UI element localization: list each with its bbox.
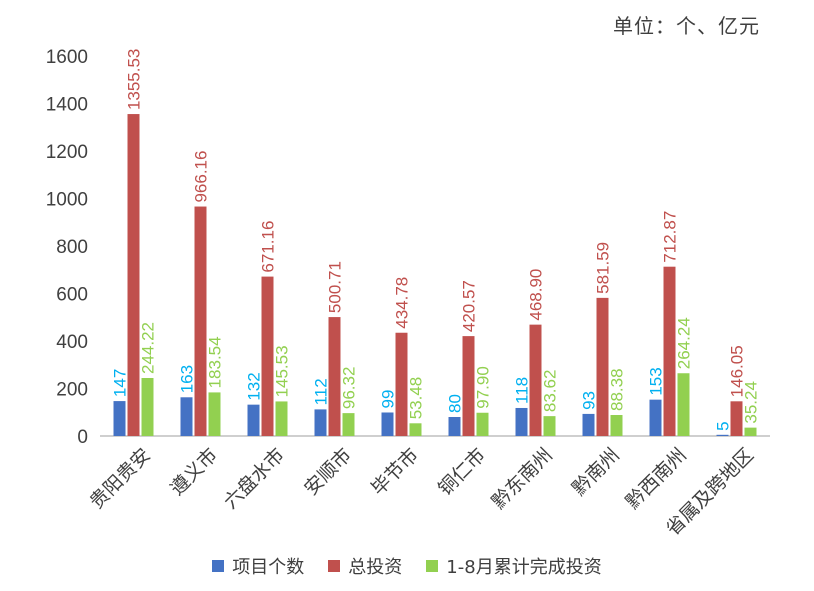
bar-total xyxy=(462,336,475,436)
bar-completed xyxy=(208,392,221,436)
y-tick-label: 1400 xyxy=(46,95,88,116)
legend: 项目个数 总投资 1-8月累计完成投资 xyxy=(0,553,814,579)
x-tick-label: 铜仁市 xyxy=(434,444,490,500)
bar-total xyxy=(596,297,609,436)
data-label-projects: 99 xyxy=(379,390,398,409)
x-tick-label: 毕节市 xyxy=(367,444,423,500)
data-label-total: 434.78 xyxy=(393,277,412,329)
bar-completed xyxy=(744,427,757,436)
data-label-total: 146.05 xyxy=(728,345,747,397)
bar-projects xyxy=(247,404,260,436)
legend-item-total: 总投资 xyxy=(328,553,402,579)
bar-completed xyxy=(409,423,422,436)
bar-projects xyxy=(515,407,528,436)
x-tick-label: 黔东南州 xyxy=(488,444,557,513)
data-label-total: 671.16 xyxy=(259,221,278,273)
legend-label-total: 总投资 xyxy=(348,557,403,578)
bar-projects xyxy=(649,399,662,436)
x-tick-label: 黔南州 xyxy=(568,444,624,500)
data-label-completed: 183.54 xyxy=(206,336,225,388)
bar-completed xyxy=(342,413,355,436)
y-tick-label: 1000 xyxy=(46,190,88,211)
bar-completed xyxy=(543,416,556,436)
data-label-completed: 244.22 xyxy=(139,322,158,374)
legend-item-completed: 1-8月累计完成投资 xyxy=(426,553,602,579)
y-tick-label: 1200 xyxy=(46,142,88,163)
bar-total xyxy=(395,332,408,436)
data-label-completed: 264.24 xyxy=(675,317,694,369)
legend-swatch-total xyxy=(328,560,341,572)
data-label-completed: 83.62 xyxy=(541,370,560,413)
data-label-total: 712.87 xyxy=(661,211,680,263)
bar-projects xyxy=(113,401,126,436)
bar-completed xyxy=(476,412,489,436)
bar-projects xyxy=(381,412,394,436)
bar-completed xyxy=(677,373,690,436)
legend-item-projects: 项目个数 xyxy=(212,553,304,579)
bar-total xyxy=(328,317,341,436)
y-tick-label: 1600 xyxy=(46,47,88,68)
data-label-projects: 163 xyxy=(178,365,197,393)
legend-label-projects: 项目个数 xyxy=(232,557,305,578)
data-label-completed: 96.32 xyxy=(340,367,359,410)
data-label-total: 1355.53 xyxy=(125,49,144,110)
bar-total xyxy=(127,114,140,437)
y-tick-label: 0 xyxy=(77,427,88,448)
data-label-total: 500.71 xyxy=(326,261,345,313)
bar-projects xyxy=(716,434,729,436)
data-label-projects: 153 xyxy=(647,367,666,395)
data-label-projects: 147 xyxy=(111,369,130,397)
data-label-completed: 53.48 xyxy=(407,377,426,420)
data-label-projects: 80 xyxy=(446,394,465,413)
data-label-total: 581.59 xyxy=(594,242,613,294)
data-label-completed: 97.90 xyxy=(474,366,493,409)
bar-total xyxy=(663,266,676,436)
data-label-total: 468.90 xyxy=(527,269,546,321)
data-label-completed: 88.38 xyxy=(608,368,627,411)
legend-swatch-completed xyxy=(426,560,439,572)
y-tick-label: 400 xyxy=(56,332,88,353)
data-label-projects: 118 xyxy=(513,377,532,404)
bar-total xyxy=(261,276,274,436)
x-tick-label: 遵义市 xyxy=(166,444,222,500)
data-label-total: 420.57 xyxy=(460,280,479,332)
y-tick-label: 200 xyxy=(56,380,88,401)
data-label-total: 966.16 xyxy=(192,151,211,203)
data-label-completed: 145.53 xyxy=(273,345,292,397)
data-label-projects: 5 xyxy=(714,421,733,430)
data-label-projects: 112 xyxy=(312,378,331,405)
data-label-projects: 93 xyxy=(580,391,599,410)
bar-total xyxy=(730,401,743,436)
data-label-completed: 35.24 xyxy=(742,381,761,424)
bar-projects xyxy=(582,413,595,436)
x-tick-label: 黔西南州 xyxy=(622,444,691,513)
y-tick-label: 600 xyxy=(56,285,88,306)
bar-total xyxy=(529,324,542,436)
bar-completed xyxy=(275,401,288,436)
x-tick-label: 六盘水市 xyxy=(220,444,289,513)
y-tick-label: 800 xyxy=(56,237,88,258)
bar-projects xyxy=(448,417,461,436)
bar-completed xyxy=(141,377,154,436)
bar-total xyxy=(194,206,207,436)
unit-note: 单位：个、亿元 xyxy=(613,14,760,38)
x-tick-label: 贵阳贵安 xyxy=(86,444,155,513)
bar-projects xyxy=(180,397,193,436)
bar-completed xyxy=(610,415,623,436)
legend-label-completed: 1-8月累计完成投资 xyxy=(446,557,602,578)
x-tick-label: 安顺市 xyxy=(300,444,356,500)
bar-projects xyxy=(314,409,327,436)
legend-swatch-projects xyxy=(212,560,225,572)
data-label-projects: 132 xyxy=(245,372,264,400)
